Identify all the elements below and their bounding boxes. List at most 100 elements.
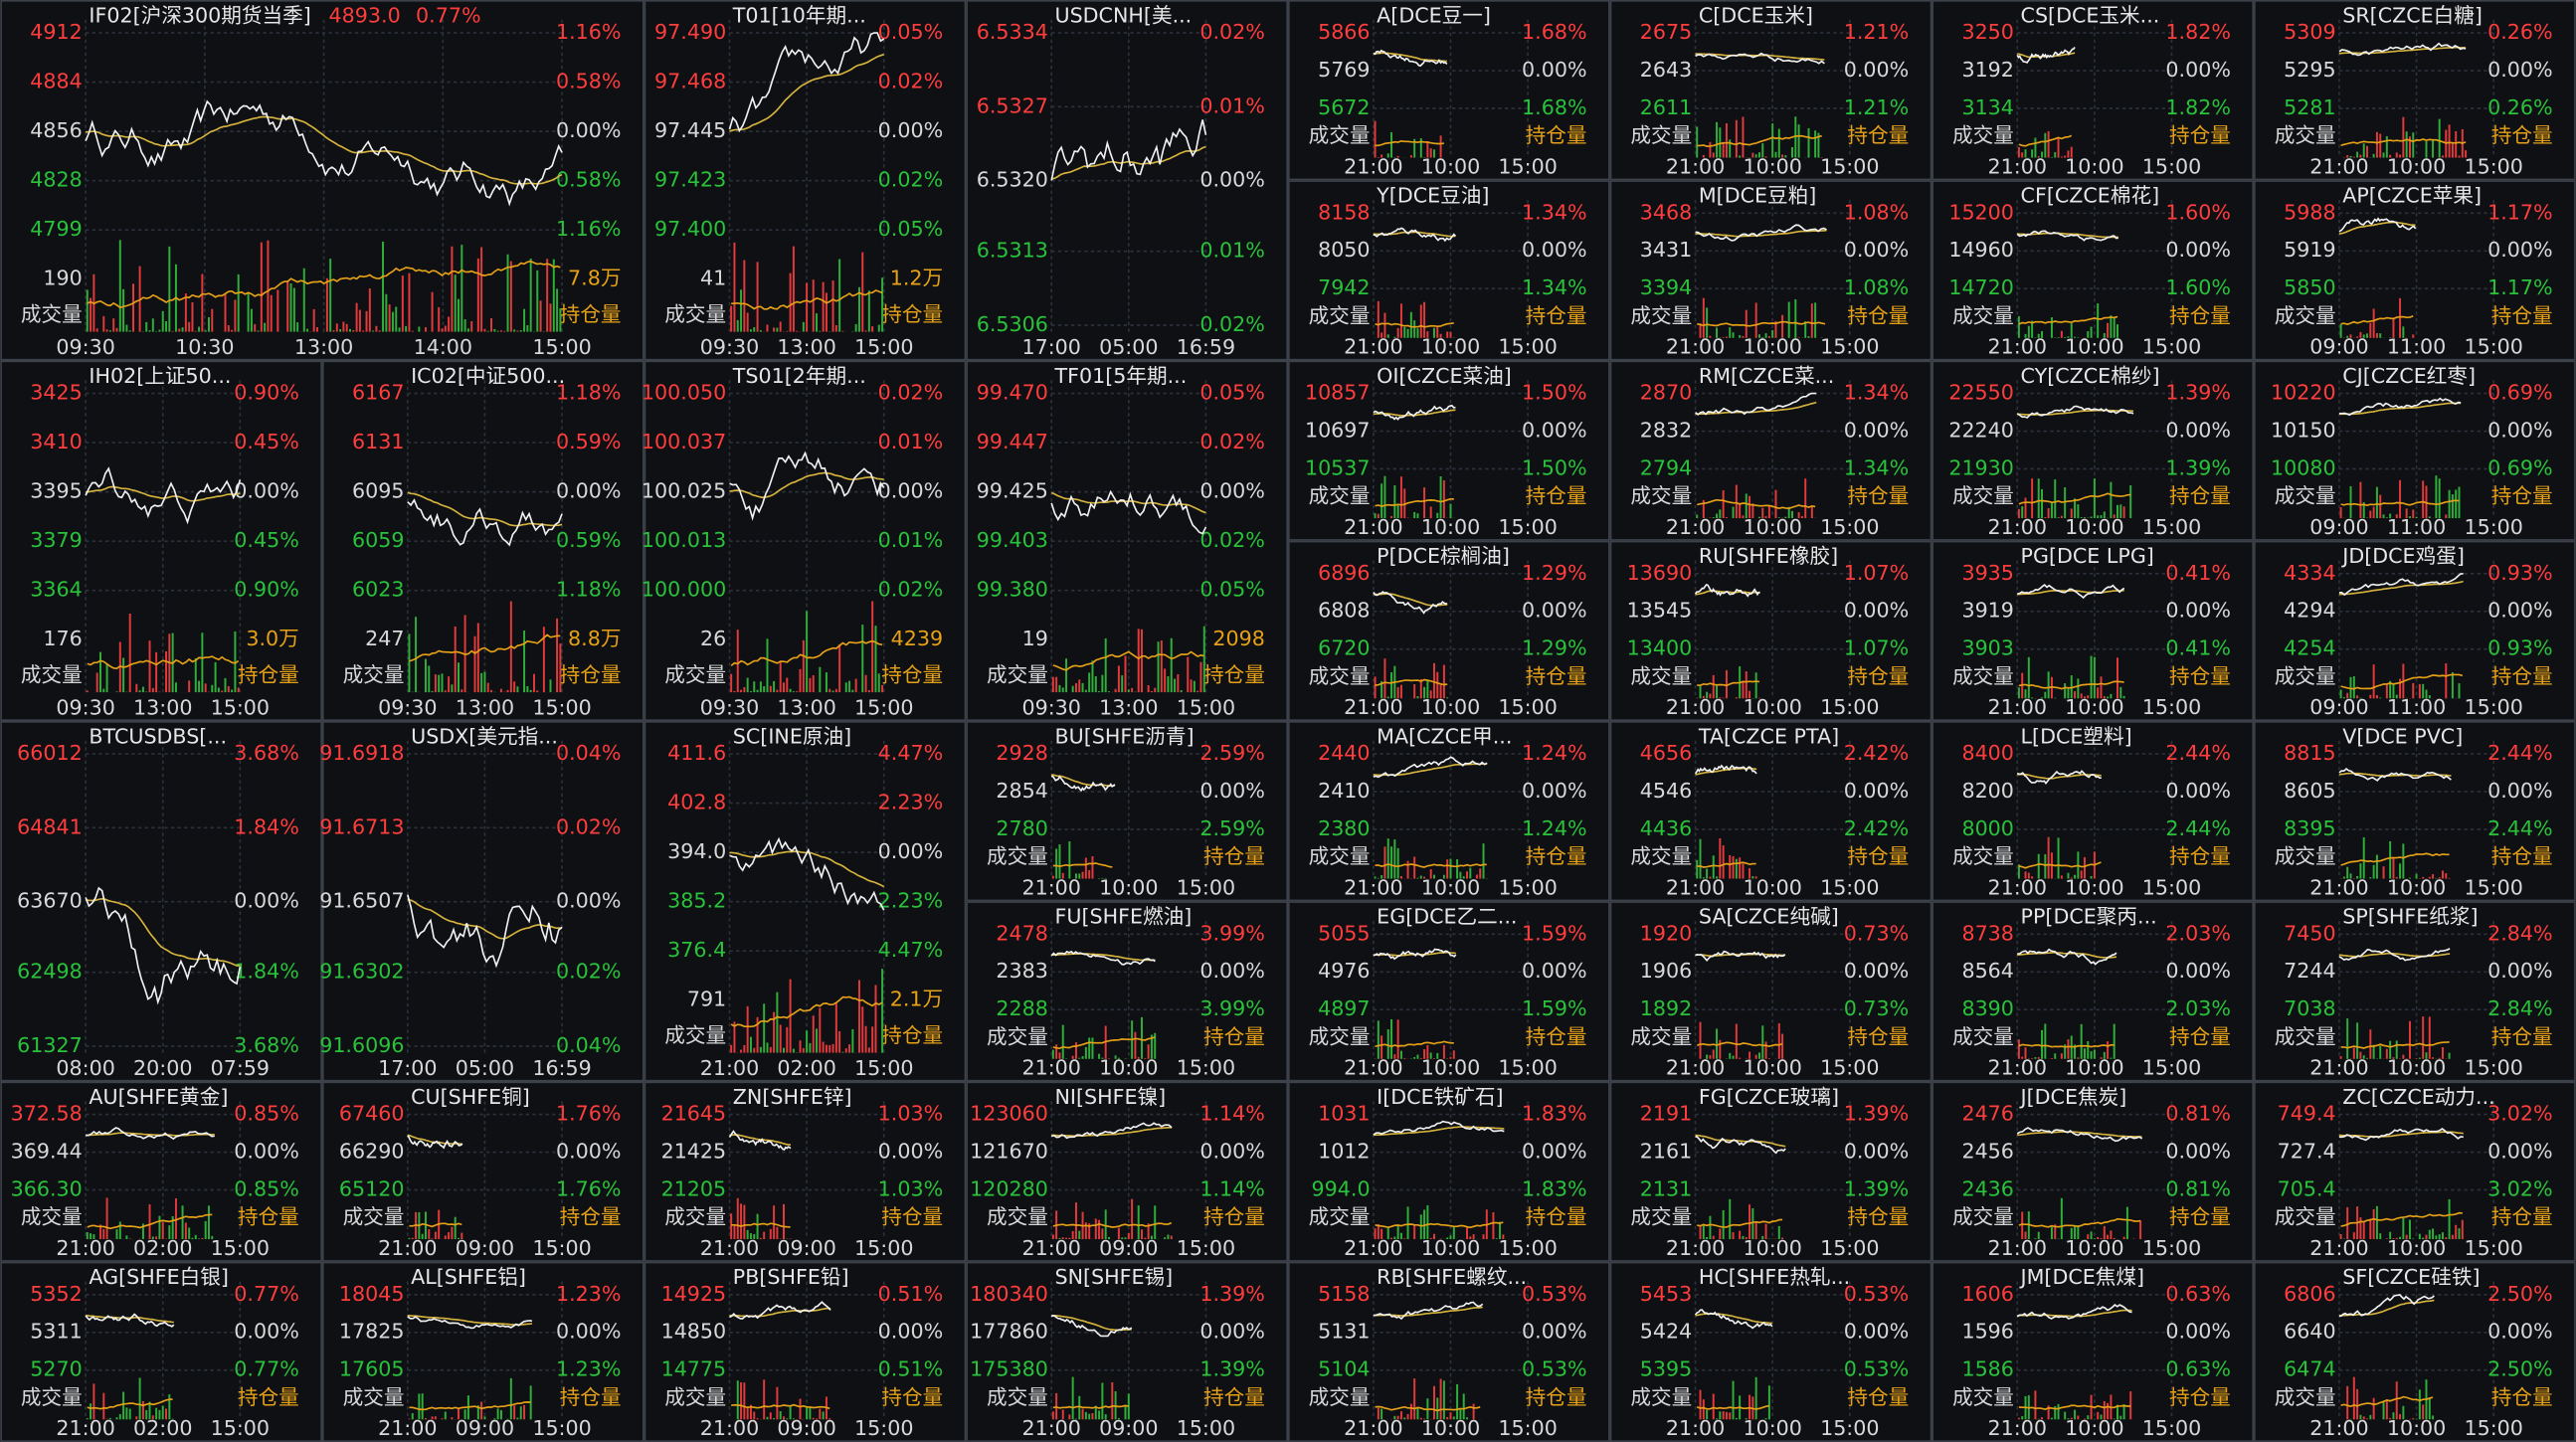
time-label: 05:00	[1099, 335, 1158, 359]
time-label: 21:00	[1988, 1056, 2047, 1080]
open-interest-label: 持仓量	[1203, 844, 1265, 868]
open-interest-label: 持仓量	[1847, 1385, 1909, 1409]
percent-label: 1.34%	[1844, 381, 1910, 405]
price-label: 13690	[1627, 561, 1693, 585]
time-label: 09:30	[700, 696, 759, 720]
price-label: 5295	[2284, 58, 2336, 82]
volume-label: 成交量	[1309, 1385, 1371, 1409]
price-label: 8158	[1318, 200, 1371, 224]
time-label: 09:00	[777, 1236, 835, 1260]
price-label: 15200	[1948, 200, 2014, 224]
decor-open-interest-line	[2018, 1217, 2141, 1228]
decor-price-line	[85, 466, 242, 525]
time-label: 21:00	[1666, 875, 1725, 899]
price-label: 411.6	[667, 741, 726, 765]
volume-label: 成交量	[1630, 1385, 1692, 1409]
panel-title: AP[CZCE苹果]	[2342, 184, 2482, 208]
panel-title: IH02[上证50...	[89, 364, 231, 388]
price-label: 5104	[1318, 1357, 1371, 1381]
decor-open-interest-line	[1375, 1221, 1504, 1229]
price-label: 10857	[1305, 381, 1371, 405]
panel-border	[2254, 0, 2576, 181]
time-label: 21:00	[56, 1236, 114, 1260]
decor-price-line	[2338, 573, 2464, 597]
open-interest-label: 持仓量	[2491, 123, 2553, 147]
percent-label: 0.81%	[2165, 1102, 2231, 1126]
percent-label: 0.00%	[2165, 599, 2231, 623]
panel-title: TS01[2年期...	[732, 364, 866, 388]
panel-title: A[DCE豆一]	[1377, 4, 1491, 28]
open-interest-label: 持仓量	[2169, 123, 2231, 147]
decor-open-interest-line	[87, 260, 561, 309]
time-label: 11:00	[2387, 335, 2446, 359]
decor-open-interest-line	[1697, 861, 1756, 868]
price-label: 13545	[1627, 599, 1693, 623]
price-label: 994.0	[1312, 1176, 1371, 1200]
panel-border	[966, 901, 1289, 1082]
percent-label: 0.00%	[2487, 419, 2553, 443]
percent-label: 3.02%	[2487, 1102, 2553, 1126]
decor-open-interest-line	[1696, 1404, 1770, 1410]
volume-label: 成交量	[343, 663, 405, 687]
decor-open-interest-line	[2340, 314, 2414, 326]
open-interest-value: 4239	[891, 627, 944, 650]
decor-open-interest-line	[1375, 497, 1454, 508]
decor-open-interest-line	[1697, 680, 1760, 687]
percent-label: 0.45%	[234, 528, 299, 552]
price-label: 7450	[2284, 921, 2336, 945]
price-label: 14960	[1948, 238, 2014, 262]
percent-label: 0.00%	[2487, 238, 2553, 262]
decor-price-line	[1050, 950, 1156, 966]
price-label: 8564	[1961, 959, 2014, 983]
price-label: 6.5320	[977, 168, 1048, 192]
time-label: 21:00	[378, 1416, 437, 1440]
time-label: 10:00	[2387, 1416, 2446, 1440]
open-interest-label: 持仓量	[1847, 123, 1909, 147]
price-label: 21425	[661, 1140, 727, 1164]
price-label: 14850	[661, 1320, 727, 1344]
panel-border	[2254, 1261, 2576, 1442]
panel-title: SC[INE原油]	[733, 725, 851, 749]
volume-label: 成交量	[987, 1024, 1048, 1048]
time-label: 10:00	[1421, 335, 1480, 359]
panel-border	[966, 360, 1289, 721]
time-label: 15:00	[211, 696, 270, 720]
time-label: 21:00	[1666, 1416, 1725, 1440]
percent-label: 0.00%	[2487, 1140, 2553, 1164]
volume-label: 成交量	[343, 1385, 405, 1409]
panel-title: AG[SHFE白银]	[89, 1265, 229, 1289]
open-interest-label: 持仓量	[1847, 664, 1909, 688]
decor-open-interest-line	[2340, 1041, 2450, 1049]
decor-open-interest-line	[1375, 1040, 1454, 1048]
volume-label: 成交量	[1309, 123, 1371, 147]
decor-average-line	[86, 1132, 215, 1137]
price-label: 402.8	[667, 791, 726, 814]
decor-open-interest-line	[409, 1222, 462, 1228]
price-label: 64841	[17, 814, 83, 838]
panel-border	[2254, 721, 2576, 902]
time-label: 21:00	[1666, 154, 1725, 178]
decor-average-line	[2338, 1299, 2435, 1317]
time-label: 15:00	[854, 696, 913, 720]
time-label: 15:00	[532, 1416, 591, 1440]
time-label: 21:00	[1344, 695, 1402, 719]
open-interest-label: 持仓量	[2491, 664, 2553, 688]
open-interest-label: 持仓量	[1203, 1205, 1265, 1229]
time-label: 21:00	[1666, 335, 1725, 359]
percent-label: 1.17%	[2487, 275, 2553, 299]
price-label: 91.6918	[319, 741, 404, 765]
time-label: 10:00	[2065, 875, 2123, 899]
price-label: 22550	[1948, 381, 2014, 405]
percent-label: 0.63%	[2165, 1357, 2231, 1381]
panel-title: C[DCE玉米]	[1699, 4, 1813, 28]
time-label: 13:00	[777, 335, 835, 359]
time-label: 09:00	[2309, 515, 2368, 539]
percent-label: 1.14%	[1199, 1102, 1265, 1126]
time-label: 10:00	[1099, 1056, 1158, 1080]
percent-label: 0.58%	[556, 70, 622, 93]
percent-label: 0.58%	[556, 168, 622, 192]
time-label: 15:00	[1820, 1416, 1879, 1440]
open-interest-label: 持仓量	[1847, 303, 1909, 327]
decor-price-line	[2016, 46, 2076, 64]
panel-title: CF[CZCE棉花]	[2021, 184, 2160, 208]
